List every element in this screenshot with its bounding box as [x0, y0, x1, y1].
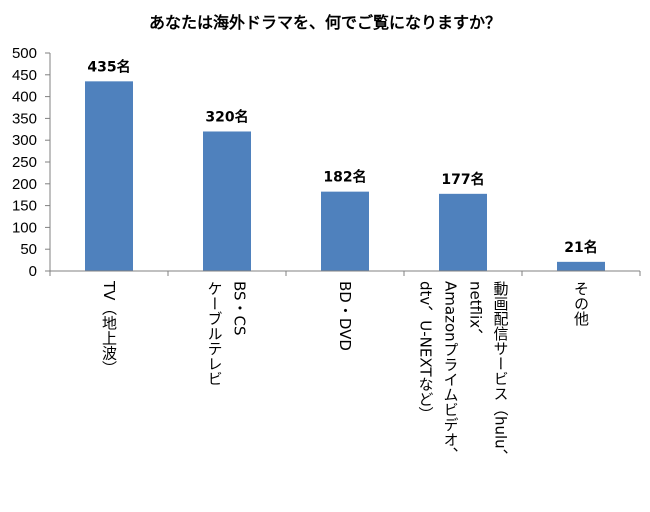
y-tick-label: 50: [20, 241, 37, 258]
y-tick-label: 300: [12, 132, 37, 149]
category-label: BD・DVD: [336, 281, 354, 351]
category-label: Amazonプライムビデオ、: [442, 281, 460, 462]
bar: [321, 191, 369, 271]
bars: [85, 81, 605, 271]
bar: [557, 261, 605, 271]
y-tick-label: 200: [12, 176, 37, 193]
category-label: ケーブルテレビ: [206, 281, 224, 386]
value-labels: 435名 320名 182名 177名 21名: [87, 58, 597, 256]
y-tick-label: 250: [12, 154, 37, 171]
data-label: 182名: [323, 169, 366, 186]
y-tick-label: 400: [12, 89, 37, 106]
bar: [85, 81, 133, 271]
bar: [203, 131, 251, 271]
category-label: netflix、: [467, 281, 485, 343]
category-labels: TV（地上波） BS・CS ケーブルテレビ BD・DVD 動画配信サービス（hulu、 n…: [100, 280, 590, 464]
category-label: 動画配信サービス（hulu、: [492, 281, 510, 464]
y-tick-label: 450: [12, 67, 37, 84]
data-label: 320名: [205, 108, 248, 125]
y-tick-label: 0: [29, 263, 37, 280]
chart-title: あなたは海外ドラマを、何でご覧になりますか？: [149, 13, 501, 32]
y-tick-label: 150: [12, 198, 37, 215]
data-label: 177名: [441, 171, 484, 188]
y-axis: 0 50 100 150 200 250 300 350 400 450 500: [12, 45, 51, 280]
y-tick-label: 100: [12, 219, 37, 236]
category-label: TV（地上波）: [100, 280, 118, 375]
category-label: その他: [572, 281, 590, 327]
category-label: BS・CS: [231, 281, 249, 336]
data-label: 21名: [564, 239, 597, 256]
x-axis: [49, 270, 641, 276]
bar: [439, 193, 487, 271]
y-tick-label: 500: [12, 45, 37, 62]
category-label: dtv、U-NEXTなど）: [417, 281, 435, 422]
y-tick-label: 350: [12, 110, 37, 127]
data-label: 435名: [87, 58, 130, 75]
